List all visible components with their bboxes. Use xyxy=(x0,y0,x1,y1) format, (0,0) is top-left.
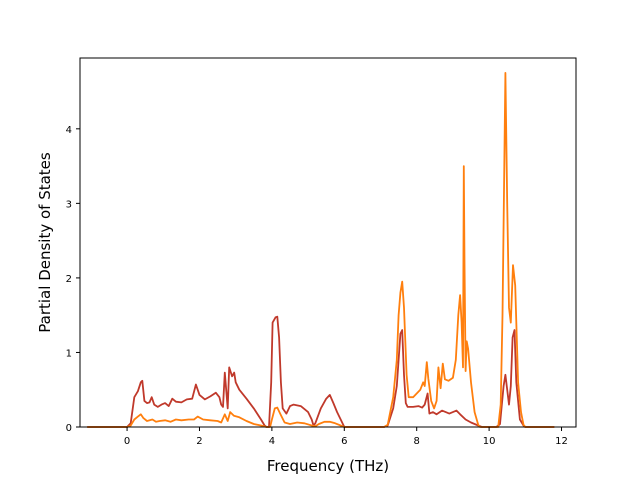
y-tick-label: 4 xyxy=(66,125,72,136)
x-axis-ticks: 0 2 4 6 8 10 12 xyxy=(124,427,568,447)
x-tick-label: 6 xyxy=(341,436,347,447)
x-axis-label: Frequency (THz) xyxy=(267,457,389,475)
y-tick-label: 2 xyxy=(66,274,72,285)
y-tick-label: 0 xyxy=(66,423,72,434)
y-axis-ticks: 0 1 2 3 4 xyxy=(66,125,80,434)
x-tick-label: 2 xyxy=(196,436,202,447)
x-tick-label: 12 xyxy=(555,436,568,447)
y-tick-label: 1 xyxy=(66,348,72,359)
series-layer xyxy=(87,72,555,428)
y-tick-label: 3 xyxy=(66,199,72,210)
x-tick-label: 8 xyxy=(414,436,420,447)
x-tick-label: 0 xyxy=(124,436,130,447)
plot-frame xyxy=(79,57,577,428)
x-tick-label: 4 xyxy=(269,436,275,447)
series-line-2 xyxy=(87,72,555,428)
series-line-1 xyxy=(87,315,555,428)
y-axis-label: Partial Density of States xyxy=(36,152,54,333)
x-tick-label: 10 xyxy=(483,436,496,447)
